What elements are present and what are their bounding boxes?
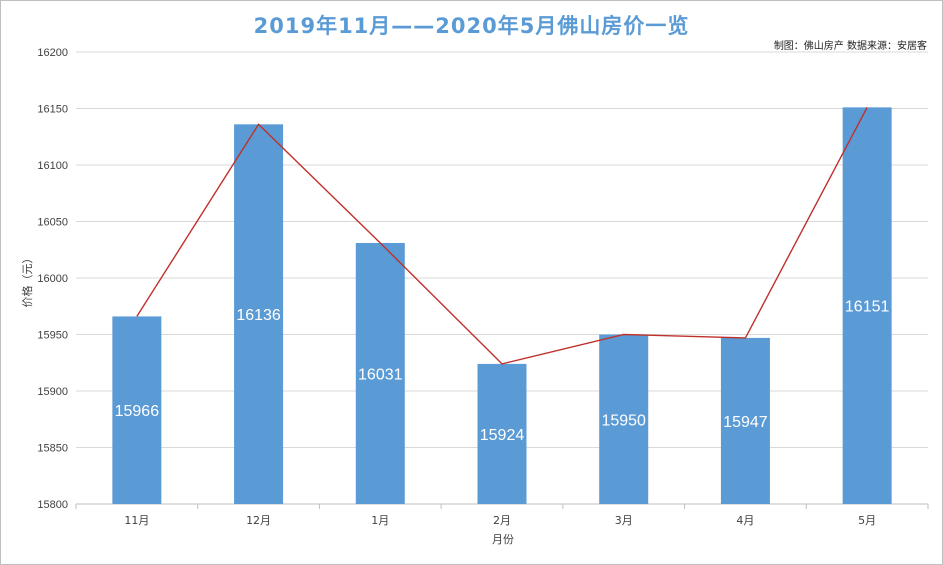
x-tick-label: 1月	[371, 514, 389, 527]
bar-1月	[355, 242, 405, 504]
x-tick-label: 4月	[736, 514, 754, 527]
y-tick-label: 16200	[37, 47, 68, 59]
y-tick-label: 16000	[37, 273, 68, 285]
y-tick-label: 16150	[37, 104, 68, 116]
data-label: 15924	[480, 427, 525, 444]
bar-11月	[112, 316, 162, 504]
y-tick-label: 16100	[37, 160, 68, 172]
data-label: 16151	[845, 299, 890, 316]
y-tick-label: 15900	[37, 386, 68, 398]
bar-12月	[234, 124, 284, 504]
data-label: 16031	[358, 366, 403, 383]
y-tick-label: 15850	[37, 443, 68, 455]
x-axis-label: 月份	[492, 533, 514, 546]
bar-3月	[599, 334, 649, 504]
data-label: 16136	[236, 307, 281, 324]
trend-line	[136, 107, 868, 365]
x-tick-label: 3月	[615, 514, 633, 527]
chart-source-note: 制图：佛山房产 数据来源：安居客	[773, 41, 927, 52]
y-tick-label: 16050	[37, 217, 68, 229]
x-tick-label: 2月	[493, 514, 511, 527]
bar-5月	[842, 107, 892, 505]
y-tick-label: 15800	[37, 499, 68, 511]
data-label: 15966	[115, 403, 160, 420]
bar-2月	[477, 363, 527, 504]
x-tick-label: 12月	[246, 514, 271, 527]
chart-title: 2019年11月——2020年5月佛山房价一览	[253, 14, 690, 38]
data-label: 15947	[723, 414, 768, 431]
x-tick-label: 5月	[858, 514, 876, 527]
data-label: 15950	[601, 412, 646, 429]
x-tick-label: 11月	[124, 514, 149, 527]
bar-4月	[720, 337, 770, 504]
y-tick-label: 15950	[37, 330, 68, 342]
